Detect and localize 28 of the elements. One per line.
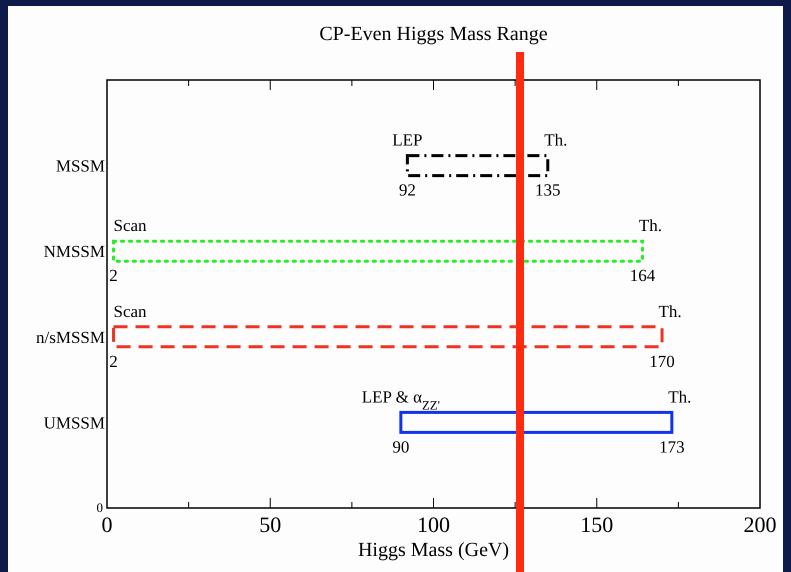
annotation: Scan bbox=[114, 216, 148, 236]
annotation: LEP bbox=[392, 130, 422, 150]
x-tick-label: 100 bbox=[417, 512, 450, 537]
annotation: LEP & α$_{ZZ'}$ bbox=[362, 387, 440, 412]
x-tick-label: 50 bbox=[259, 512, 282, 537]
annotation: 90 bbox=[392, 437, 410, 456]
x-tick-label: 150 bbox=[580, 512, 614, 537]
x-tick-label: 200 bbox=[744, 512, 776, 537]
chart-title: CP-Even Higgs Mass Range bbox=[319, 23, 548, 45]
annotation: Scan bbox=[114, 302, 148, 321]
annotation: 170 bbox=[649, 352, 675, 371]
x-tick-label: 0 bbox=[102, 512, 112, 537]
y-tick-label: NMSSM bbox=[44, 242, 105, 262]
annotation: Th. bbox=[638, 216, 662, 236]
annotation: Th. bbox=[668, 387, 692, 406]
text: 0 bbox=[96, 500, 103, 515]
y-tick-label: MSSM bbox=[56, 156, 105, 176]
annotation: 173 bbox=[659, 437, 685, 456]
annotation: Th. bbox=[658, 302, 682, 321]
annotation: 2 bbox=[109, 352, 118, 371]
annotation: 164 bbox=[630, 266, 656, 286]
y-tick-label: n/sMSSM bbox=[36, 328, 105, 347]
annotation: 135 bbox=[535, 180, 561, 200]
annotation: 2 bbox=[109, 266, 118, 286]
annotation: 92 bbox=[398, 180, 416, 200]
annotation: Th. bbox=[544, 130, 568, 150]
x-axis-title: Higgs Mass (GeV) bbox=[358, 539, 510, 561]
y-tick-label: UMSSM bbox=[44, 413, 105, 432]
